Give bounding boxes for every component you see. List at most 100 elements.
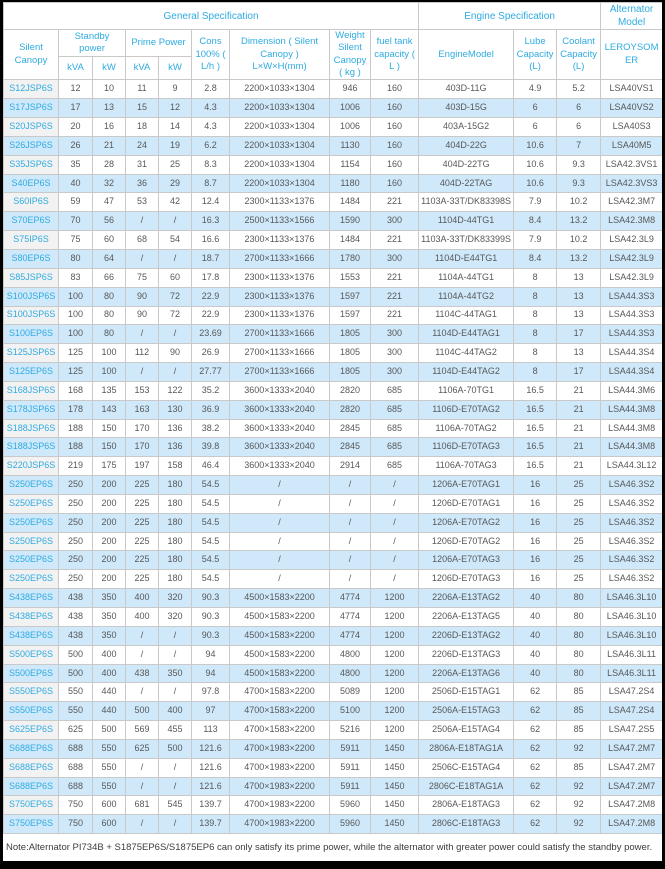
- model-link[interactable]: S250EP6S: [3, 493, 59, 514]
- model-link[interactable]: S178JSP6S: [3, 399, 59, 420]
- spec-cell: /: [329, 569, 371, 590]
- model-link[interactable]: S188JSP6S: [3, 418, 59, 439]
- table-row: S688EP6S 688 550//121.6 4700×1983×2200 5911 1…: [3, 776, 662, 797]
- spec-cell: 5960: [329, 814, 371, 835]
- model-link[interactable]: S250EP6S: [3, 512, 59, 533]
- spec-cell: 221: [369, 286, 420, 307]
- model-link[interactable]: S500EP6S: [3, 663, 59, 684]
- spec-cell: 569: [125, 720, 159, 740]
- spec-cell: 25: [556, 569, 602, 590]
- table-row: S688EP6S 688 550 625 500 121.6 4700×1983×2200 5…: [3, 738, 662, 759]
- model-link[interactable]: S750EP6S: [3, 814, 59, 835]
- model-link[interactable]: S688EP6S: [3, 757, 59, 778]
- model-link[interactable]: S60IP6S: [3, 192, 59, 213]
- spec-cell: 440: [92, 701, 126, 722]
- model-link[interactable]: S125JSP6S: [3, 343, 59, 364]
- table-row: S500EP6S 500 400//94 4500×1583×2200 4800 1200…: [3, 644, 662, 665]
- model-link[interactable]: S100EP6S: [3, 324, 59, 345]
- spec-cell: /: [125, 644, 159, 665]
- spec-cell: 1104C-44TAG1: [418, 305, 515, 326]
- model-link[interactable]: S438EP6S: [3, 625, 59, 646]
- model-link[interactable]: S12JSP6S: [3, 79, 59, 100]
- model-link[interactable]: S35JSP6S: [3, 154, 59, 175]
- spec-cell: /: [158, 248, 192, 269]
- model-link[interactable]: S550EP6S: [3, 701, 59, 722]
- spec-cell: 2300×1133×1376: [229, 267, 330, 288]
- col-prime-kw: kW: [158, 56, 192, 81]
- model-link[interactable]: S688EP6S: [3, 738, 59, 759]
- model-link[interactable]: S100JSP6S: [3, 305, 59, 326]
- spec-cell: 1597: [329, 286, 371, 307]
- model-link[interactable]: S438EP6S: [3, 588, 59, 608]
- model-link[interactable]: S40EP6S: [3, 173, 59, 194]
- spec-cell: 200: [92, 512, 126, 533]
- spec-cell: /: [369, 531, 420, 552]
- spec-cell: LSA44.3M6: [600, 380, 662, 401]
- model-link[interactable]: S688EP6S: [3, 776, 59, 797]
- spec-cell: 8.7: [191, 173, 230, 194]
- model-link[interactable]: S625EP6S: [3, 720, 59, 740]
- spec-cell: 47: [92, 192, 126, 213]
- spec-cell: 90.3: [191, 588, 230, 608]
- spec-cell: 3600×1333×2040: [229, 456, 330, 477]
- spec-cell: 2506D-E15TAG1: [418, 682, 515, 703]
- spec-cell: /: [329, 550, 371, 571]
- model-link[interactable]: S250EP6S: [3, 475, 59, 495]
- model-link[interactable]: S26JSP6S: [3, 135, 59, 156]
- spec-cell: 121.6: [191, 776, 230, 797]
- spec-cell: 28: [92, 154, 126, 175]
- spec-cell: 6: [556, 117, 602, 137]
- spec-cell: LSA44.3S4: [600, 362, 662, 382]
- model-link[interactable]: S188JSP6S: [3, 437, 59, 458]
- model-link[interactable]: S550EP6S: [3, 682, 59, 703]
- table-row: S20JSP6S 20 16 18 14 4.3 2200×1033×1304 1006 160…: [3, 117, 662, 137]
- spec-cell: 160: [369, 98, 420, 119]
- spec-cell: LSA42.3L9: [600, 267, 662, 288]
- model-link[interactable]: S750EP6S: [3, 795, 59, 816]
- model-link[interactable]: S500EP6S: [3, 644, 59, 665]
- spec-cell: 92: [556, 738, 602, 759]
- spec-cell: 16.5: [513, 418, 558, 439]
- spec-cell: 350: [92, 607, 126, 627]
- spec-cell: 22.9: [191, 286, 230, 307]
- spec-cell: /: [158, 211, 192, 232]
- model-link[interactable]: S250EP6S: [3, 550, 59, 571]
- model-link[interactable]: S20JSP6S: [3, 117, 59, 137]
- spec-cell: 4700×1983×2200: [229, 776, 330, 797]
- spec-cell: 2820: [329, 399, 371, 420]
- model-link[interactable]: S70EP6S: [3, 211, 59, 232]
- spec-cell: 225: [125, 550, 159, 571]
- model-link[interactable]: S80EP6S: [3, 248, 59, 269]
- spec-cell: 92: [556, 814, 602, 835]
- model-link[interactable]: S168JSP6S: [3, 380, 59, 401]
- spec-cell: 25: [158, 154, 192, 175]
- model-link[interactable]: S250EP6S: [3, 531, 59, 552]
- model-link[interactable]: S125EP6S: [3, 362, 59, 382]
- spec-cell: 180: [158, 550, 192, 571]
- model-link[interactable]: S250EP6S: [3, 569, 59, 590]
- table-row: S125EP6S 125 100//27.77 2700×1133×1666 1805 3…: [3, 362, 662, 382]
- spec-cell: 16.6: [191, 230, 230, 250]
- model-link[interactable]: S17JSP6S: [3, 98, 59, 119]
- spec-cell: 53: [125, 192, 159, 213]
- spec-cell: 66: [92, 267, 126, 288]
- table-row: S40EP6S 40 32 36 29 8.7 2200×1033×1304 1180 160 4…: [3, 173, 662, 194]
- model-link[interactable]: S75IP6S: [3, 230, 59, 250]
- spec-cell: 2700×1133×1666: [229, 343, 330, 364]
- table-row: S688EP6S 688 550//121.6 4700×1983×2200 5911 1…: [3, 757, 662, 778]
- spec-cell: 21: [556, 437, 602, 458]
- spec-cell: 2845: [329, 437, 371, 458]
- spec-cell: 2300×1133×1376: [229, 192, 330, 213]
- spec-cell: 403D-15G: [418, 98, 515, 119]
- table-row: S17JSP6S 17 13 15 12 4.3 2200×1033×1304 1006 160…: [3, 98, 662, 119]
- model-link[interactable]: S100JSP6S: [3, 286, 59, 307]
- model-link[interactable]: S438EP6S: [3, 607, 59, 627]
- spec-cell: 688: [58, 757, 93, 778]
- spec-cell: 16.3: [191, 211, 230, 232]
- model-link[interactable]: S85JSP6S: [3, 267, 59, 288]
- spec-cell: 121.6: [191, 738, 230, 759]
- spec-cell: /: [125, 362, 159, 382]
- model-link[interactable]: S220JSP6S: [3, 456, 59, 477]
- table-row: S250EP6S 250 200 225 180 54.5///1206D-E70TAG1…: [3, 493, 662, 514]
- table-row: S26JSP6S 26 21 24 19 6.2 2200×1033×1304 1130 160…: [3, 135, 662, 156]
